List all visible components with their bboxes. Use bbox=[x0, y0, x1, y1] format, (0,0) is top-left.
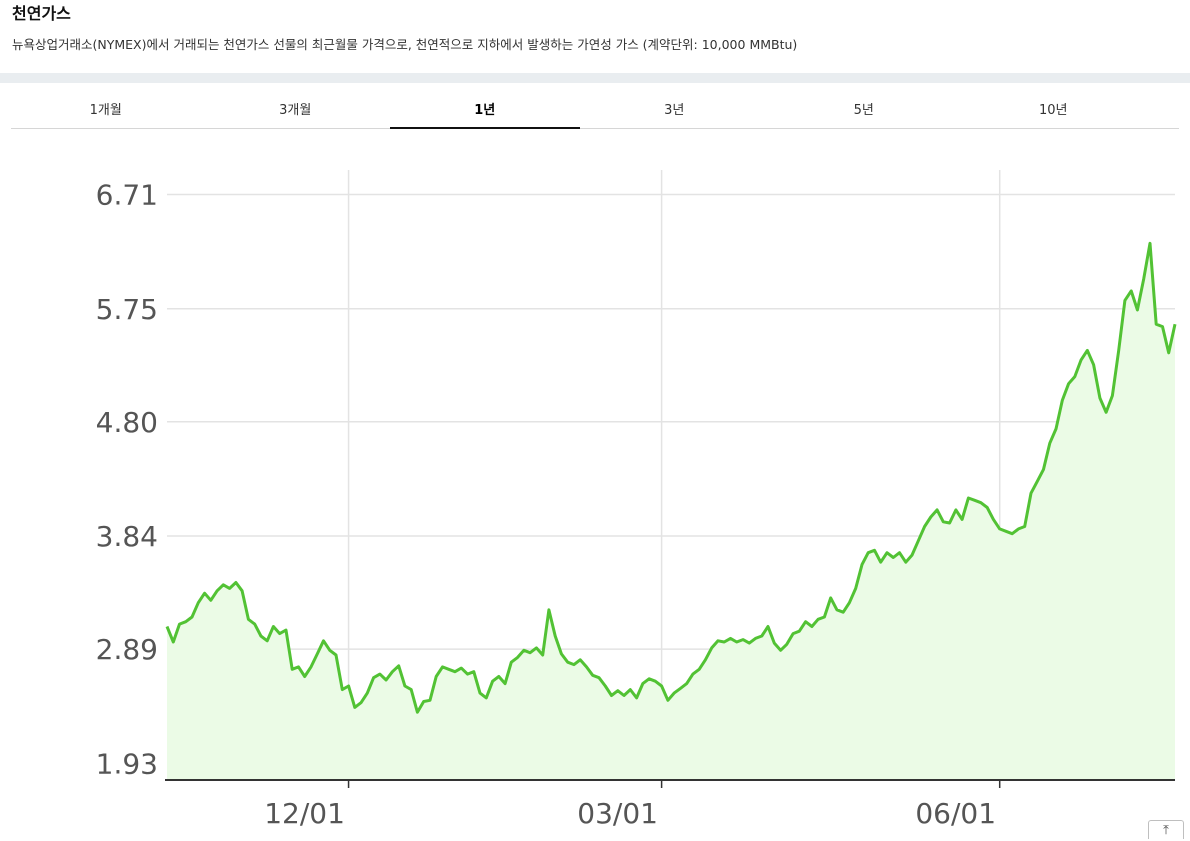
y-tick-label: 4.80 bbox=[96, 406, 158, 439]
price-chart: 6.715.754.803.842.891.9312/0103/0106/010… bbox=[96, 170, 1177, 830]
tab-3-months[interactable]: 3개월 bbox=[279, 103, 312, 118]
y-tick-label: 1.93 bbox=[96, 747, 158, 780]
section-divider bbox=[0, 73, 1190, 83]
period-tabs: 1개월 3개월 1년 3년 5년 10년 bbox=[11, 96, 1179, 129]
arrow-up-to-top-icon: ⤒ bbox=[1163, 823, 1169, 838]
x-tick-label: 03/01 bbox=[577, 797, 658, 830]
y-tick-label: 5.75 bbox=[96, 293, 158, 326]
page-description: 뉴욕상업거래소(NYMEX)에서 거래되는 천연가스 선물의 최근월물 가격으로… bbox=[12, 37, 798, 52]
tab-1-year[interactable]: 1년 bbox=[390, 96, 580, 129]
y-tick-label: 3.84 bbox=[96, 520, 158, 553]
x-tick-label: 06/01 bbox=[915, 797, 996, 830]
page-title: 천연가스 bbox=[12, 4, 71, 23]
tab-1-month[interactable]: 1개월 bbox=[89, 103, 122, 118]
y-tick-label: 2.89 bbox=[96, 633, 158, 666]
x-tick-label: 12/01 bbox=[264, 797, 345, 830]
tab-10-years[interactable]: 10년 bbox=[1038, 103, 1068, 118]
scroll-to-top-button[interactable]: ⤒ bbox=[1148, 820, 1184, 839]
series-area bbox=[167, 243, 1175, 781]
y-tick-label: 6.71 bbox=[96, 179, 158, 212]
tab-3-years[interactable]: 3년 bbox=[664, 103, 685, 118]
tab-5-years[interactable]: 5년 bbox=[853, 103, 874, 118]
series-line bbox=[165, 241, 1177, 714]
